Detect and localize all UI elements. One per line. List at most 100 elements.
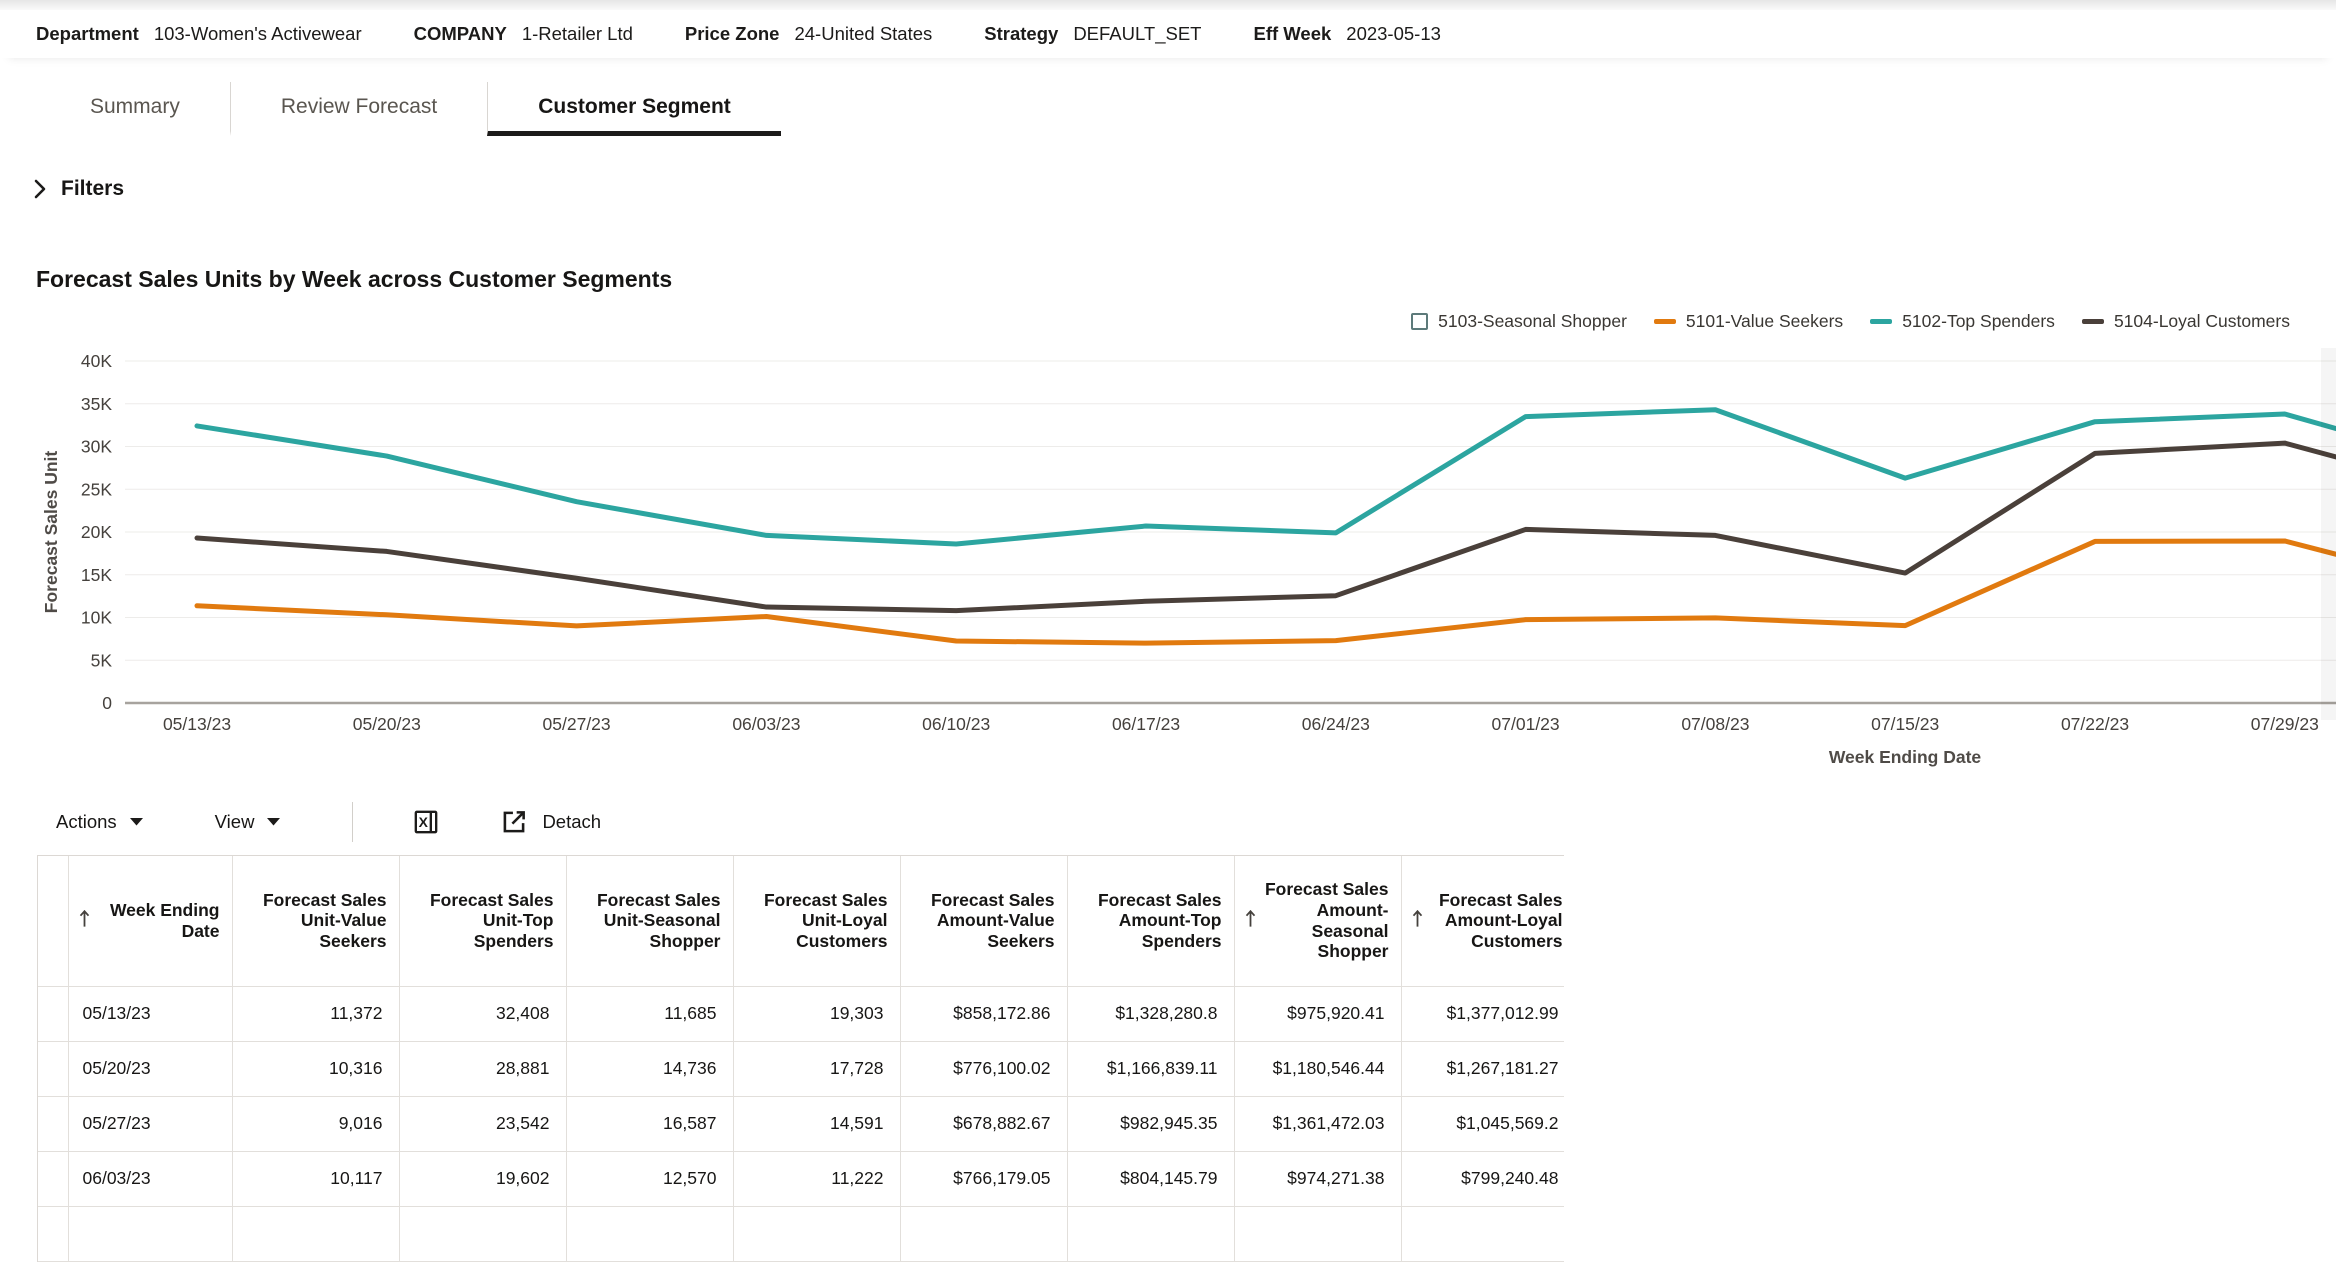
- series-line-5102: [194, 407, 2336, 547]
- cell-value[interactable]: $858,172.86: [900, 986, 1068, 1042]
- cell-value[interactable]: [1401, 1206, 1564, 1262]
- series-line-5101: [194, 538, 2336, 646]
- table-row: 05/20/23 10,316 28,881 14,736 17,728 $776,100…: [38, 1041, 1564, 1097]
- column-header-label: Forecast Sales Amount-Value Seekers: [930, 889, 1055, 952]
- legend-item-5103[interactable]: 5103-Seasonal Shopper: [1411, 311, 1627, 332]
- cell-value[interactable]: $799,240.48: [1401, 1151, 1564, 1207]
- cell-value[interactable]: $1,180,546.44: [1234, 1041, 1402, 1097]
- filters-toggle[interactable]: Filters: [30, 177, 124, 201]
- sort-ascending-icon[interactable]: [1244, 907, 1257, 934]
- column-header[interactable]: Forecast Sales Unit-Seasonal Shopper: [566, 856, 734, 987]
- context-label: Department: [36, 23, 139, 44]
- chart-clip-fade: [2321, 348, 2336, 720]
- tab-customer-segment[interactable]: Customer Segment: [487, 82, 781, 136]
- cell-value[interactable]: $982,945.35: [1067, 1096, 1235, 1152]
- cell-value[interactable]: 23,542: [399, 1096, 567, 1152]
- cell-value[interactable]: 11,685: [566, 986, 734, 1042]
- cell-value[interactable]: [733, 1206, 901, 1262]
- cell-value[interactable]: $975,920.41: [1234, 986, 1402, 1042]
- cell-week-ending-date[interactable]: 05/27/23: [68, 1096, 233, 1152]
- cell-value[interactable]: 32,408: [399, 986, 567, 1042]
- column-header[interactable]: Forecast Sales Unit-Value Seekers: [232, 856, 400, 987]
- x-tick-label: 05/20/23: [353, 714, 421, 734]
- cell-value[interactable]: [232, 1206, 400, 1262]
- legend-item-5102[interactable]: 5102-Top Spenders: [1870, 311, 2055, 332]
- column-header[interactable]: Week Ending Date: [68, 856, 233, 987]
- column-header-label: Forecast Sales Unit-Value Seekers: [262, 889, 387, 952]
- cell-value[interactable]: $1,377,012.99: [1401, 986, 1564, 1042]
- chart-title: Forecast Sales Units by Week across Cust…: [36, 266, 673, 292]
- x-tick-label: 06/24/23: [1302, 714, 1370, 734]
- sort-ascending-icon[interactable]: [1411, 907, 1424, 934]
- context-label: COMPANY: [413, 23, 507, 44]
- cell-value[interactable]: $678,882.67: [900, 1096, 1068, 1152]
- cell-value[interactable]: $1,267,181.27: [1401, 1041, 1564, 1097]
- column-header-label: Week Ending Date: [109, 900, 220, 941]
- row-selector-cell[interactable]: [38, 1151, 69, 1207]
- column-header-label: Forecast Sales Unit-Loyal Customers: [763, 889, 888, 952]
- row-selector-cell[interactable]: [38, 1041, 69, 1097]
- cell-value[interactable]: $1,328,280.8: [1067, 986, 1235, 1042]
- row-selector-cell[interactable]: [38, 1096, 69, 1152]
- cell-value[interactable]: 12,570: [566, 1151, 734, 1207]
- row-selector-cell[interactable]: [38, 986, 69, 1042]
- x-tick-label: 05/27/23: [543, 714, 611, 734]
- cell-value[interactable]: [900, 1206, 1068, 1262]
- legend-item-5101[interactable]: 5101-Value Seekers: [1653, 311, 1843, 332]
- column-header[interactable]: Forecast Sales Amount-Value Seekers: [900, 856, 1068, 987]
- cell-week-ending-date[interactable]: 06/03/23: [68, 1151, 233, 1207]
- cell-value[interactable]: $1,166,839.11: [1067, 1041, 1235, 1097]
- column-header[interactable]: Forecast Sales Unit-Top Spenders: [399, 856, 567, 987]
- cell-value[interactable]: 14,736: [566, 1041, 734, 1097]
- tab-label: Customer Segment: [538, 94, 731, 118]
- context-label: Price Zone: [684, 23, 780, 44]
- column-header[interactable]: Forecast Sales Amount-Top Spenders: [1067, 856, 1235, 987]
- column-header-label: Forecast Sales Amount-Loyal Customers: [1438, 889, 1563, 952]
- tab-review-forecast[interactable]: Review Forecast: [229, 82, 487, 136]
- cell-value[interactable]: $776,100.02: [900, 1041, 1068, 1097]
- cell-value[interactable]: $766,179.05: [900, 1151, 1068, 1207]
- cell-week-ending-date[interactable]: 05/13/23: [68, 986, 233, 1042]
- x-tick-label: 07/29/23: [2251, 714, 2319, 734]
- cell-value[interactable]: [566, 1206, 734, 1262]
- tab-summary[interactable]: Summary: [40, 82, 230, 136]
- y-axis-title: Forecast Sales Unit: [41, 451, 61, 614]
- cell-value[interactable]: 19,602: [399, 1151, 567, 1207]
- row-selector-cell[interactable]: [38, 1206, 69, 1262]
- cell-value[interactable]: [1067, 1206, 1235, 1262]
- y-tick-label: 20K: [81, 522, 112, 542]
- tab-label: Review Forecast: [280, 94, 438, 118]
- cell-value[interactable]: 17,728: [733, 1041, 901, 1097]
- cell-value[interactable]: 10,117: [232, 1151, 400, 1207]
- cell-value[interactable]: 11,372: [232, 986, 400, 1042]
- cell-value[interactable]: 11,222: [733, 1151, 901, 1207]
- actions-menu-button[interactable]: Actions: [56, 811, 143, 833]
- series-line-5104: [194, 440, 2336, 614]
- y-tick-label: 10K: [81, 608, 112, 628]
- cell-value[interactable]: 10,316: [232, 1041, 400, 1097]
- cell-week-ending-date[interactable]: 05/20/23: [68, 1041, 233, 1097]
- cell-week-ending-date[interactable]: [68, 1206, 233, 1262]
- column-header[interactable]: Forecast Sales Amount-Loyal Customers: [1401, 856, 1564, 987]
- cell-value[interactable]: 16,587: [566, 1096, 734, 1152]
- detach-button[interactable]: Detach: [499, 807, 601, 837]
- column-header-label: Forecast Sales Amount-Top Spenders: [1097, 889, 1222, 952]
- cell-value[interactable]: 28,881: [399, 1041, 567, 1097]
- cell-value[interactable]: $974,271.38: [1234, 1151, 1402, 1207]
- y-tick-label: 5K: [91, 650, 113, 670]
- cell-value[interactable]: $804,145.79: [1067, 1151, 1235, 1207]
- cell-value[interactable]: [1234, 1206, 1402, 1262]
- cell-value[interactable]: 14,591: [733, 1096, 901, 1152]
- column-header[interactable]: Forecast Sales Amount-Seasonal Shopper: [1234, 856, 1402, 987]
- cell-value[interactable]: 9,016: [232, 1096, 400, 1152]
- export-to-excel-button[interactable]: X: [411, 807, 441, 837]
- cell-value[interactable]: $1,361,472.03: [1234, 1096, 1402, 1152]
- cell-value[interactable]: 19,303: [733, 986, 901, 1042]
- cell-value[interactable]: $1,045,569.2: [1401, 1096, 1564, 1152]
- legend-item-5104[interactable]: 5104-Loyal Customers: [2081, 311, 2290, 332]
- view-menu-button[interactable]: View: [215, 811, 281, 833]
- sort-ascending-icon[interactable]: [78, 907, 91, 934]
- toolbar-divider: [352, 802, 354, 842]
- column-header[interactable]: Forecast Sales Unit-Loyal Customers: [733, 856, 901, 987]
- cell-value[interactable]: [399, 1206, 567, 1262]
